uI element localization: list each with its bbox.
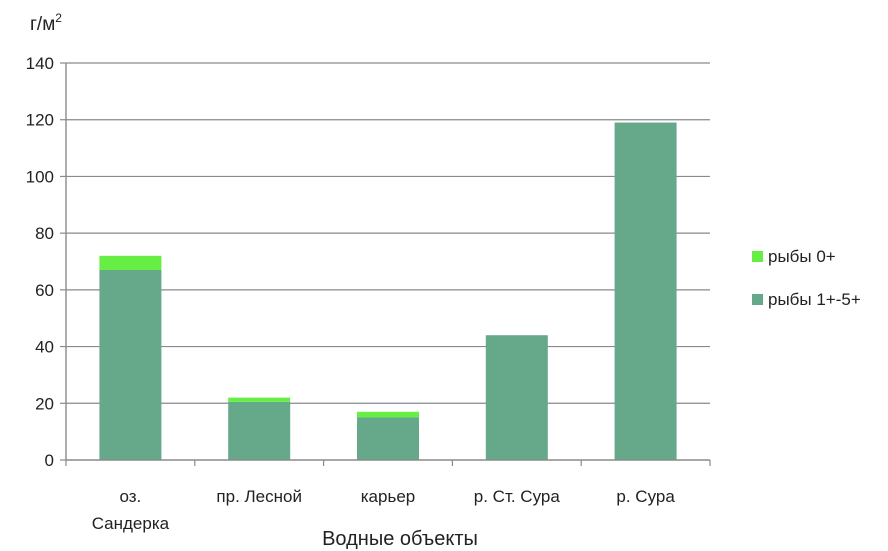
- axes: [60, 62, 711, 466]
- bar-segment: [614, 122, 677, 461]
- bar-segment: [357, 417, 419, 460]
- y-tick-label: 0: [45, 451, 54, 470]
- legend: рыбы 0+ рыбы 1+-5+: [752, 247, 861, 309]
- bars: [99, 122, 677, 461]
- y-axis-unit-base: г/м: [30, 14, 55, 35]
- legend-swatch: [752, 251, 763, 262]
- bar-segment: [228, 397, 291, 402]
- y-tick-label: 140: [26, 54, 54, 73]
- y-axis-unit: г/м2: [30, 11, 62, 35]
- y-tick-label: 80: [35, 224, 54, 243]
- x-category-label: карьер: [361, 487, 416, 506]
- x-category-label: оз.: [120, 487, 142, 506]
- y-tick-label: 100: [26, 167, 54, 186]
- y-tick-label: 120: [26, 111, 54, 130]
- y-tick-label: 60: [35, 281, 54, 300]
- y-axis-unit-superscript: 2: [55, 11, 62, 25]
- bar-segment: [228, 401, 291, 460]
- x-axis-title: Водные объекты: [322, 528, 478, 550]
- y-tick-label: 20: [35, 394, 54, 413]
- x-category-label: р. Ст. Сура: [474, 487, 561, 506]
- bar-segment: [357, 411, 419, 418]
- legend-swatch: [752, 294, 763, 305]
- bar-segment: [99, 270, 162, 460]
- gridlines: [66, 62, 710, 404]
- bar-segment: [99, 255, 162, 271]
- bar-segment: [485, 335, 548, 460]
- legend-label: рыбы 1+-5+: [768, 290, 861, 309]
- y-tick-label: 40: [35, 338, 54, 357]
- legend-label: рыбы 0+: [768, 247, 836, 266]
- x-category-label: Сандерка: [92, 514, 170, 533]
- x-category-labels: оз. Сандерка пр. Лесной карьер р. Ст. Сура р.…: [92, 487, 676, 533]
- x-category-label: р. Сура: [616, 487, 675, 506]
- x-category-label: пр. Лесной: [216, 487, 302, 506]
- y-tick-labels: 0 20 40 60 80 100 120 140: [26, 54, 54, 470]
